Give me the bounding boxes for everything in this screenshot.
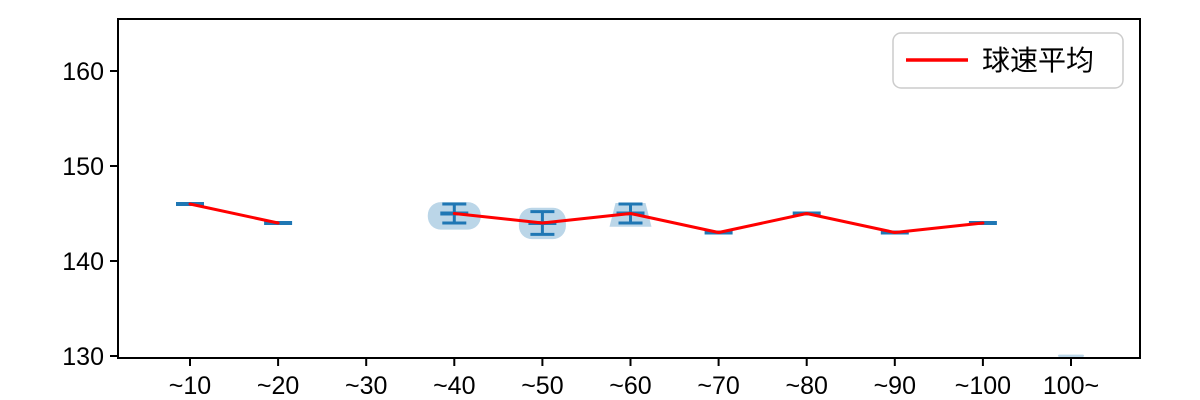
x-tick-label: ~90 xyxy=(874,372,916,400)
x-tick-label: ~10 xyxy=(169,372,211,400)
x-tick-label: ~80 xyxy=(785,372,827,400)
plot-frame xyxy=(117,18,1141,359)
violin xyxy=(1058,354,1084,357)
legend: 球速平均 xyxy=(892,32,1124,89)
x-tick-label: 100~ xyxy=(1043,372,1099,400)
x-tick-label: ~20 xyxy=(257,372,299,400)
y-tick-label: 140 xyxy=(62,248,104,276)
legend-box xyxy=(892,32,1124,89)
x-tick-label: ~30 xyxy=(345,372,387,400)
mean-line xyxy=(188,202,985,234)
legend-label: 球速平均 xyxy=(982,45,1094,76)
x-tick-label: ~100 xyxy=(955,372,1011,400)
y-tick-label: 150 xyxy=(62,153,104,181)
y-tick-label: 160 xyxy=(62,58,104,86)
mean-line-segment xyxy=(452,212,985,234)
y-tick-label: 130 xyxy=(62,343,104,371)
x-tick-label: ~50 xyxy=(521,372,563,400)
x-tick-label: ~70 xyxy=(697,372,739,400)
x-tick-label: ~60 xyxy=(609,372,651,400)
x-axis-ticks: ~10 ~20 ~30 ~40 ~50 ~60 ~70 ~80 ~90 ~100 100~ xyxy=(169,358,1099,400)
y-axis-ticks: 130 140 150 160 xyxy=(62,58,118,371)
x-tick-label: ~40 xyxy=(433,372,475,400)
mean-line-segment xyxy=(188,202,280,225)
